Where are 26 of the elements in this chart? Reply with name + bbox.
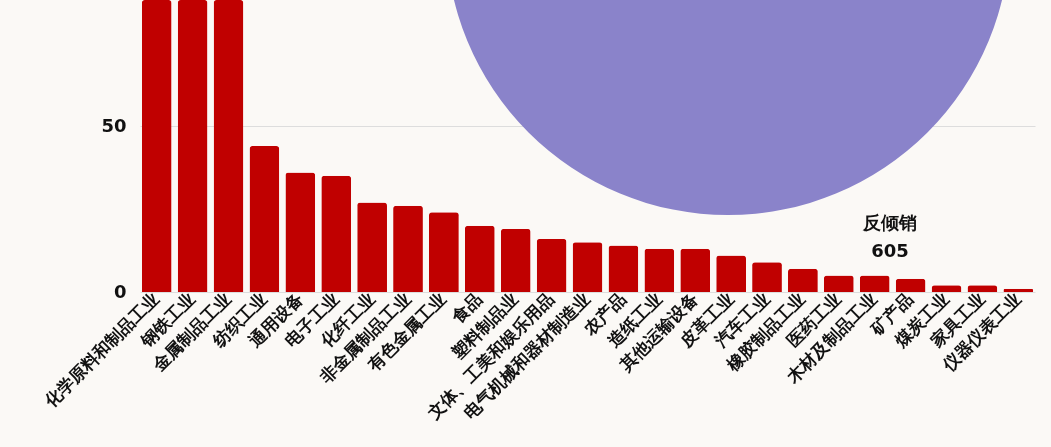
bar — [536, 238, 567, 292]
bar — [823, 275, 854, 292]
bar — [393, 205, 423, 292]
bar — [608, 245, 639, 292]
bar — [500, 228, 531, 292]
data-label: 605 — [871, 240, 909, 261]
bar — [572, 242, 603, 292]
bar — [285, 172, 316, 292]
bar — [752, 262, 782, 292]
bar — [895, 278, 926, 292]
bar — [680, 248, 711, 292]
bar — [249, 146, 280, 292]
y-tick-label: 0 — [113, 280, 127, 302]
bar — [859, 275, 890, 292]
y-tick-label: 50 — [101, 114, 127, 136]
bar — [141, 0, 172, 292]
bar — [213, 0, 244, 292]
bar — [644, 248, 675, 292]
slice-label: 反倾销 — [862, 212, 917, 233]
bar — [177, 0, 208, 292]
bar — [716, 255, 746, 292]
bar — [357, 202, 387, 292]
bar — [464, 225, 495, 292]
bar — [429, 212, 459, 292]
bar — [321, 175, 352, 292]
bar — [788, 268, 818, 292]
